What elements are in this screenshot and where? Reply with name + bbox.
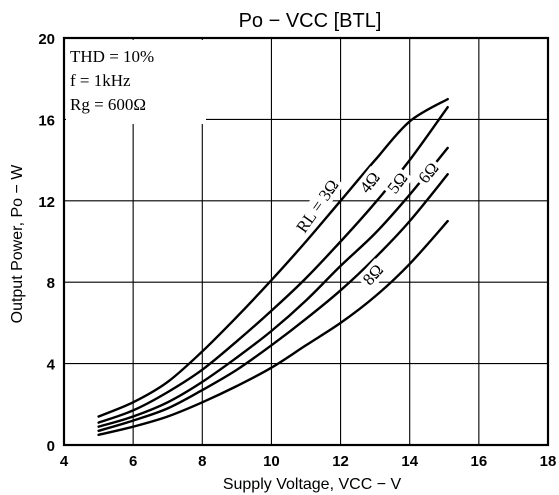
condition-text: Rg = 600Ω bbox=[70, 95, 146, 114]
y-tick-label: 8 bbox=[47, 275, 55, 292]
series-label-background bbox=[356, 258, 390, 292]
conditions-box: THD = 10% f = 1kHz Rg = 600Ω bbox=[66, 40, 206, 124]
series-line bbox=[97, 219, 449, 436]
series-label: 4Ω bbox=[356, 168, 384, 196]
series-line bbox=[97, 97, 449, 418]
x-tick-label: 18 bbox=[540, 453, 557, 470]
series-line bbox=[97, 173, 449, 432]
condition-text: f = 1kHz bbox=[70, 71, 131, 90]
y-tick-label: 16 bbox=[38, 112, 55, 129]
y-tick-label: 12 bbox=[38, 194, 55, 211]
series-label: 8Ω bbox=[359, 260, 387, 288]
x-tick-label: 16 bbox=[471, 453, 488, 470]
y-tick-label: 4 bbox=[47, 357, 56, 374]
x-tick-label: 8 bbox=[198, 453, 206, 470]
x-tick-label: 4 bbox=[60, 453, 69, 470]
condition-text: THD = 10% bbox=[70, 47, 154, 66]
x-tick-label: 14 bbox=[401, 453, 418, 470]
conditions-background bbox=[66, 40, 206, 124]
series-label-background bbox=[381, 166, 414, 200]
series-label: 5Ω bbox=[384, 169, 412, 197]
chart-title: Po − VCC [BTL] bbox=[239, 10, 382, 32]
series-lines bbox=[97, 97, 449, 436]
series-line bbox=[97, 106, 449, 424]
x-tick-label: 10 bbox=[263, 453, 280, 470]
series-label-background bbox=[412, 156, 445, 190]
x-tick-label: 12 bbox=[332, 453, 349, 470]
series-label-background bbox=[290, 173, 345, 239]
series-line bbox=[97, 146, 449, 428]
x-axis-label: Supply Voltage, VCC − V bbox=[223, 476, 402, 493]
y-tick-label: 0 bbox=[47, 438, 55, 455]
plot-frame bbox=[62, 36, 550, 447]
series-label-background bbox=[354, 166, 386, 200]
x-tick-label: 6 bbox=[129, 453, 137, 470]
y-axis-label: Output Power, Po − W bbox=[9, 164, 26, 324]
y-tick-label: 20 bbox=[38, 31, 55, 48]
